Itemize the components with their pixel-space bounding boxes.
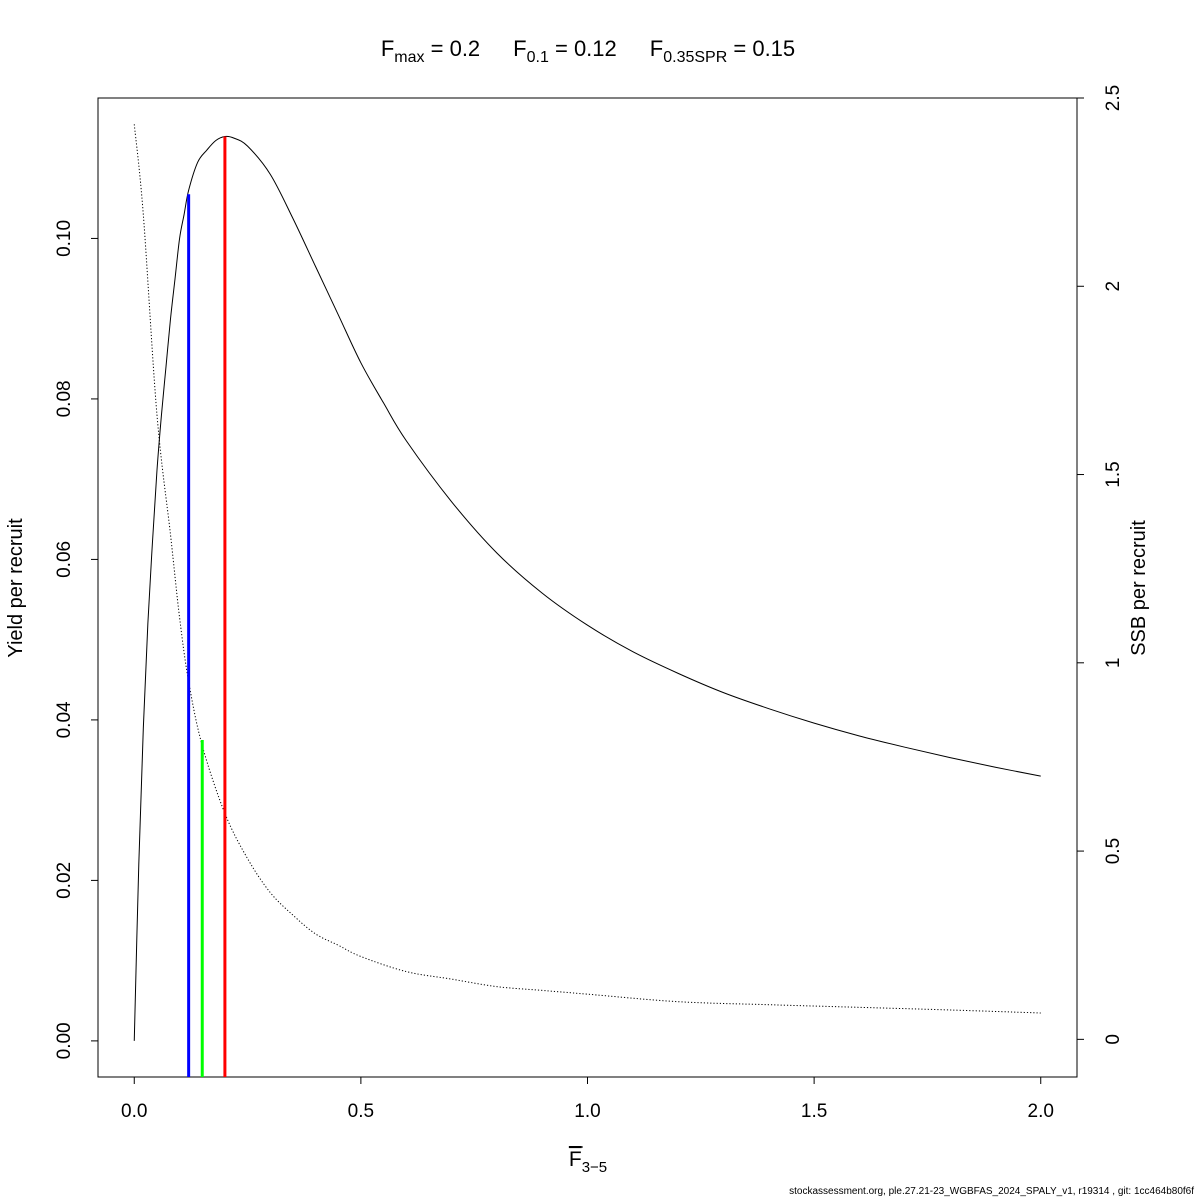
y2-tick-label: 0.5	[1103, 838, 1124, 864]
title-value: = 0.15	[727, 36, 795, 61]
y-tick-label: 0.02	[54, 862, 75, 899]
axis-labels: F3−5 Yield per recruit SSB per recruit	[5, 518, 1150, 1176]
x-tick-label: 1.5	[801, 1101, 827, 1122]
y2-axis-label: SSB per recruit	[1128, 520, 1150, 656]
y-tick-label: 0.06	[54, 541, 75, 578]
footer-text: stockassessment.org, ple.27.21-23_WGBFAS…	[789, 1186, 1194, 1197]
title-symbol: F	[381, 36, 394, 61]
title-symbol: F	[617, 36, 663, 61]
y2-tick-label: 0	[1103, 1034, 1124, 1045]
y2-tick-label: 1	[1103, 658, 1124, 669]
x-tick-label: 2.0	[1028, 1101, 1054, 1122]
title-symbol: F	[480, 36, 526, 61]
yield-per-recruit-line	[133, 135, 1041, 1041]
y-tick-label: 0.04	[54, 701, 75, 738]
title-subscript: max	[394, 49, 424, 66]
title-subscript: 0.1	[527, 49, 549, 66]
y-tick-label: 0.00	[54, 1022, 75, 1059]
x-tick-label: 1.0	[574, 1101, 600, 1122]
x-axis: 0.0 0.5 1.0 1.5 2.0	[121, 1076, 1054, 1122]
reference-lines	[187, 136, 227, 1077]
y-axis-right: 0 0.5 1 1.5 2 2.5	[1076, 85, 1124, 1045]
ssb-per-recruit-line	[133, 124, 1041, 1014]
title-text: Fmax = 0.2 F0.1 = 0.12 F0.35SPR = 0.15	[381, 36, 795, 66]
x-axis-label-symbol: F	[569, 1148, 582, 1171]
x-tick-label: 0.5	[348, 1101, 374, 1122]
y-axis-left: 0.00 0.02 0.04 0.06 0.08 0.10	[54, 220, 99, 1059]
title-value: = 0.12	[549, 36, 617, 61]
x-axis-label-subscript: 3−5	[582, 1159, 607, 1176]
y-axis-label: Yield per recruit	[5, 518, 27, 658]
chart-title: Fmax = 0.2 F0.1 = 0.12 F0.35SPR = 0.15	[381, 36, 795, 66]
y2-tick-label: 2.5	[1103, 85, 1124, 111]
x-axis-label: F3−5	[569, 1148, 607, 1176]
x-tick-label: 0.0	[121, 1101, 147, 1122]
y2-tick-label: 1.5	[1103, 461, 1124, 487]
y2-tick-label: 2	[1103, 281, 1124, 292]
title-subscript: 0.35SPR	[663, 49, 727, 66]
y-tick-label: 0.10	[54, 220, 75, 257]
series-group	[133, 124, 1041, 1041]
plot-frame	[97, 97, 1078, 1078]
title-value: = 0.2	[425, 36, 481, 61]
y-tick-label: 0.08	[54, 380, 75, 417]
